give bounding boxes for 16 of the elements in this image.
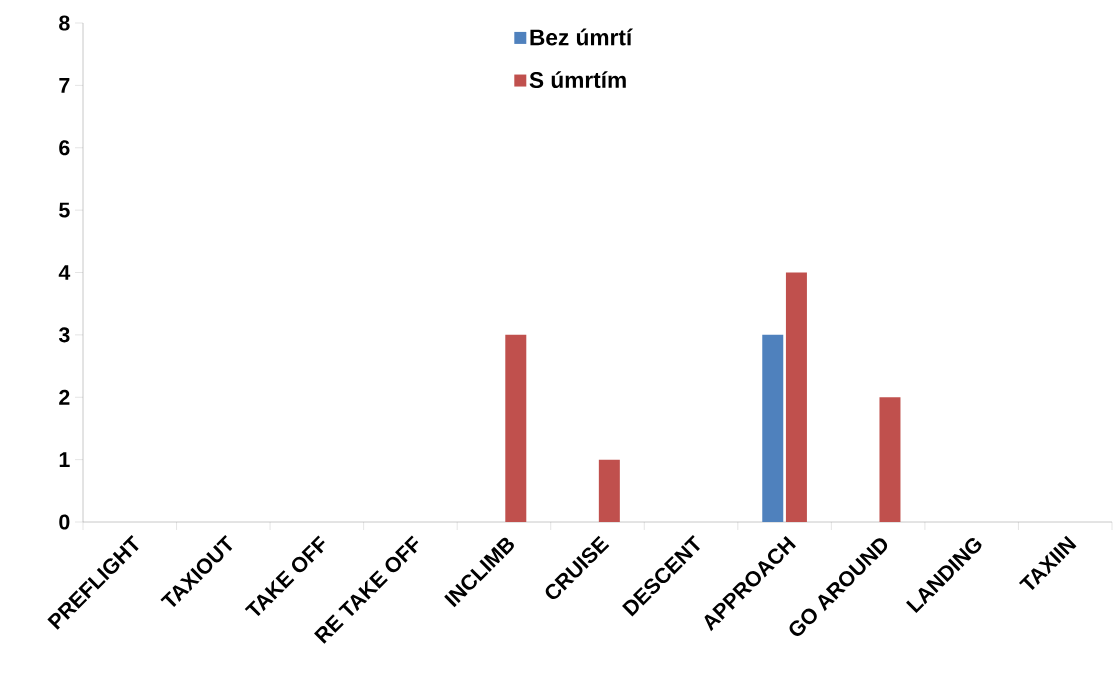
y-tick-label: 0 — [59, 514, 70, 530]
bar — [505, 334, 527, 522]
bar — [879, 397, 901, 522]
y-tick-label: 6 — [59, 140, 70, 156]
bar — [785, 272, 807, 522]
legend-label: S úmrtím — [529, 71, 626, 89]
y-tick-label: 8 — [59, 15, 70, 31]
y-tick-label: 7 — [59, 78, 70, 93]
legend-label: Bez úmrtí — [530, 28, 633, 46]
y-tick-label: 5 — [59, 202, 70, 218]
y-tick-label: 2 — [59, 389, 70, 405]
bar — [762, 334, 784, 522]
bar — [598, 459, 620, 522]
y-tick-label: 1 — [59, 452, 70, 467]
y-tick-label: 4 — [58, 265, 71, 280]
y-tick-label: 3 — [58, 327, 70, 343]
